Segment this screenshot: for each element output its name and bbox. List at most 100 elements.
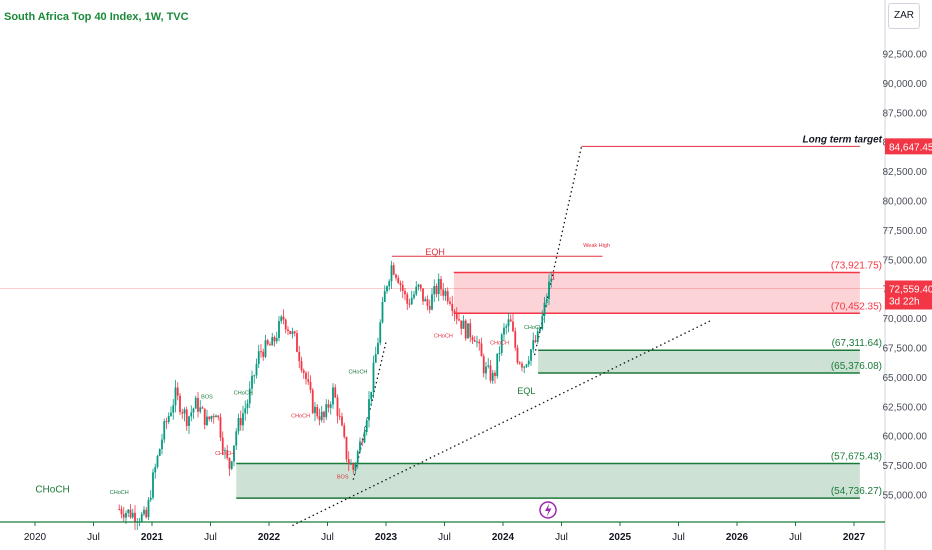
candle-down	[401, 284, 404, 291]
candle-up	[325, 404, 328, 418]
y-tick-label: 77,500.00	[883, 226, 928, 237]
candle-down	[302, 370, 305, 373]
candle-up	[372, 362, 375, 392]
candle-down	[298, 351, 301, 362]
annotation-label: BOS	[201, 395, 213, 401]
candle-up	[230, 461, 233, 469]
y-tick-label: 92,500.00	[883, 50, 928, 61]
zones-layer: (73,921.75) (70,452.35) (67,311.64) (65,376…	[236, 260, 882, 499]
annotation-label: CHoCH	[291, 413, 310, 419]
zone-bottom-label: (70,452.35)	[831, 301, 882, 312]
candle-up	[257, 351, 260, 364]
candle-down	[316, 406, 319, 417]
candle-up	[183, 409, 186, 414]
annotation-label: EQL	[517, 386, 535, 396]
candle-down	[226, 450, 229, 458]
candle-up	[433, 285, 436, 295]
candle-down	[185, 409, 188, 426]
candle-down	[334, 387, 337, 398]
candle-up	[444, 291, 447, 296]
annotation-label: CHoCH	[434, 333, 453, 339]
x-tick-label: 2026	[726, 532, 749, 543]
candle-up	[215, 415, 217, 418]
candle-down	[145, 509, 148, 518]
candle-down	[118, 509, 121, 511]
y-tick-label: 67,500.00	[883, 344, 928, 355]
y-tick-label: 87,500.00	[883, 108, 928, 119]
candle-down	[134, 512, 136, 523]
candle-down	[352, 463, 355, 470]
candle-down	[494, 372, 496, 377]
annotation-label: CHoCH	[215, 451, 234, 457]
y-tick-label: 55,000.00	[883, 491, 928, 502]
last-price-badge	[885, 280, 932, 310]
candle-up	[161, 439, 163, 450]
candle-up	[172, 405, 175, 413]
candle-up	[190, 412, 193, 417]
zone-demand-lower	[236, 463, 860, 499]
candle-down	[392, 265, 395, 275]
candle-down	[428, 305, 431, 310]
candle-up	[224, 450, 226, 452]
candle-up	[527, 360, 530, 365]
candle-down	[395, 274, 397, 278]
candle-down	[464, 320, 467, 339]
candle-down	[208, 416, 211, 420]
target-price-value: 84,647.45	[889, 142, 932, 153]
candle-up	[329, 404, 332, 408]
x-tick-label: Jul	[672, 532, 685, 543]
candle-up	[548, 281, 550, 300]
candle-down	[419, 284, 422, 289]
candles-layer	[118, 260, 555, 531]
candle-up	[278, 321, 280, 339]
zone-top-label: (73,921.75)	[831, 260, 882, 271]
candle-up	[154, 466, 157, 473]
candle-up	[370, 391, 373, 400]
candle-up	[500, 334, 503, 353]
candle-up	[237, 417, 240, 432]
candle-up	[147, 499, 150, 518]
candle-down	[422, 288, 424, 302]
candle-up	[413, 294, 415, 298]
candle-down	[406, 294, 409, 304]
candle-down	[300, 361, 303, 371]
y-tick-label: 65,000.00	[883, 373, 928, 384]
candle-up	[368, 399, 370, 421]
candle-up	[415, 286, 418, 295]
y-tick-label: 57,500.00	[883, 461, 928, 472]
candle-down	[440, 279, 442, 290]
candle-up	[140, 514, 143, 522]
candle-down	[471, 337, 474, 341]
candle-up	[206, 416, 208, 425]
candle-down	[179, 395, 181, 413]
candle-down	[518, 362, 521, 364]
annotation-label: EQH	[425, 247, 445, 257]
candle-up	[149, 497, 152, 500]
currency-selector[interactable]: ZAR	[888, 3, 920, 29]
candle-down	[262, 351, 265, 357]
target-label: Long term target	[803, 134, 883, 145]
candle-up	[462, 320, 465, 329]
candle-up	[248, 388, 251, 404]
candle-down	[221, 437, 224, 452]
candle-up	[503, 327, 505, 335]
candle-up	[532, 340, 535, 350]
annotation-label: CHoCH	[234, 390, 253, 396]
candle-down	[181, 412, 184, 414]
candle-up	[379, 322, 382, 343]
candle-down	[273, 337, 276, 342]
x-tick-label: 2025	[609, 532, 632, 543]
candle-up	[377, 342, 379, 355]
zone-top-label: (57,675.43)	[831, 452, 882, 463]
candle-down	[228, 457, 231, 469]
candle-up	[251, 375, 253, 389]
candle-up	[170, 412, 172, 416]
annotation-label: CHoCH	[490, 340, 509, 346]
zone-top-label: (67,311.64)	[832, 338, 882, 349]
candle-down	[129, 509, 132, 518]
candle-down	[460, 320, 463, 329]
candle-up	[354, 463, 357, 470]
candle-down	[282, 316, 285, 320]
candle-down	[408, 303, 411, 305]
